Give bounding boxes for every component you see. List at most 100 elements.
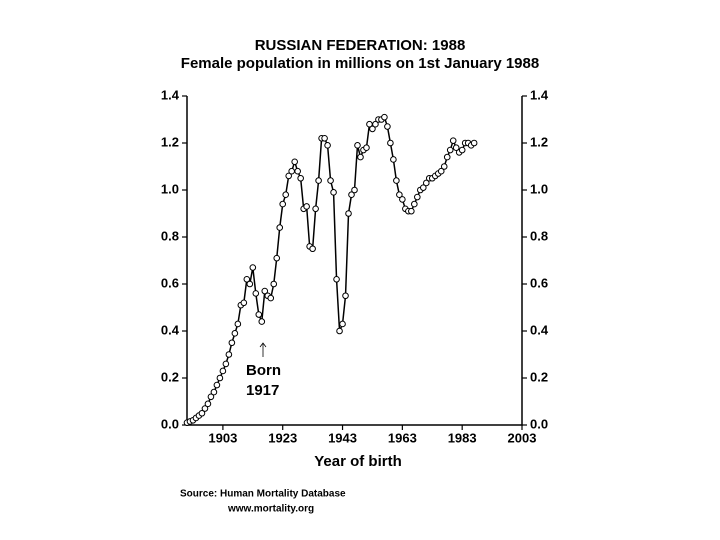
point bbox=[219, 367, 227, 375]
point bbox=[327, 177, 334, 184]
point bbox=[321, 135, 328, 142]
point bbox=[258, 318, 266, 325]
point bbox=[243, 276, 251, 283]
x-tick-label: 1983 bbox=[448, 430, 477, 445]
point bbox=[440, 163, 448, 170]
point bbox=[285, 172, 292, 180]
point bbox=[222, 360, 230, 368]
point bbox=[345, 210, 352, 217]
point bbox=[213, 381, 221, 389]
point bbox=[225, 351, 233, 358]
y-tick-label: 1.4 bbox=[161, 87, 180, 102]
point bbox=[309, 245, 316, 253]
point bbox=[267, 294, 275, 302]
point bbox=[336, 327, 343, 335]
y2-tick-label: 0.6 bbox=[530, 275, 548, 290]
point bbox=[452, 144, 460, 151]
point bbox=[363, 144, 370, 151]
y-tick-label: 0.0 bbox=[161, 416, 179, 431]
point bbox=[246, 280, 254, 288]
y-tick-label: 1.2 bbox=[161, 134, 179, 149]
point bbox=[216, 374, 224, 382]
point bbox=[387, 139, 394, 147]
point bbox=[381, 113, 388, 121]
point bbox=[207, 393, 215, 401]
point bbox=[330, 189, 337, 196]
point bbox=[470, 139, 478, 147]
point bbox=[351, 186, 358, 194]
point bbox=[312, 205, 319, 213]
point bbox=[231, 330, 239, 337]
point bbox=[369, 125, 376, 133]
point bbox=[315, 177, 322, 184]
y2-tick-label: 1.2 bbox=[530, 134, 548, 149]
x-tick-label: 2003 bbox=[508, 430, 537, 445]
point bbox=[333, 276, 340, 283]
chart-subtitle: Female population in millions on 1st Jan… bbox=[181, 55, 539, 72]
point bbox=[273, 254, 281, 262]
point bbox=[396, 191, 403, 198]
point bbox=[255, 311, 263, 318]
y-tick-label: 0.8 bbox=[161, 228, 179, 243]
point bbox=[198, 409, 206, 417]
y2-tick-label: 0.2 bbox=[530, 369, 548, 384]
point bbox=[210, 388, 218, 396]
point bbox=[372, 120, 379, 128]
x-tick-label: 1963 bbox=[388, 430, 417, 445]
point bbox=[261, 287, 269, 295]
line bbox=[186, 115, 475, 424]
x-axis-label: Year of birth bbox=[314, 453, 402, 470]
point bbox=[446, 146, 454, 154]
source: Source: Human Mortality Database bbox=[180, 489, 346, 500]
point bbox=[234, 320, 242, 328]
point bbox=[414, 193, 421, 201]
annotation-arrow-head bbox=[259, 342, 267, 348]
point bbox=[419, 184, 427, 191]
point bbox=[288, 167, 295, 175]
x-tick-label: 1923 bbox=[268, 430, 297, 445]
point bbox=[249, 264, 257, 271]
y2-tick-label: 0.0 bbox=[530, 416, 548, 431]
point bbox=[276, 224, 284, 231]
x-tick-label: 1943 bbox=[328, 430, 357, 445]
y2-tick-label: 1.0 bbox=[530, 181, 548, 196]
point bbox=[282, 191, 290, 198]
point bbox=[228, 339, 236, 347]
point bbox=[422, 179, 430, 187]
point bbox=[204, 400, 212, 408]
point bbox=[384, 123, 391, 130]
annotation: 1917 bbox=[246, 382, 279, 399]
point bbox=[399, 196, 406, 203]
point bbox=[291, 158, 298, 166]
point bbox=[437, 167, 445, 175]
point bbox=[279, 200, 287, 208]
point bbox=[443, 153, 451, 161]
point bbox=[252, 290, 260, 297]
point bbox=[449, 137, 457, 144]
y2-tick-label: 0.8 bbox=[530, 228, 548, 243]
point bbox=[240, 299, 248, 307]
y2-tick-label: 1.4 bbox=[530, 87, 549, 102]
point bbox=[303, 203, 310, 210]
y-tick-label: 0.4 bbox=[161, 322, 180, 337]
point bbox=[339, 320, 346, 328]
point bbox=[297, 174, 304, 182]
point bbox=[270, 280, 278, 288]
y-tick-label: 1.0 bbox=[161, 181, 179, 196]
axis-frame bbox=[186, 96, 523, 426]
y-tick-label: 0.2 bbox=[161, 369, 179, 384]
source: www.mortality.org bbox=[227, 504, 314, 515]
point bbox=[201, 405, 209, 412]
point bbox=[390, 156, 397, 163]
point bbox=[357, 153, 364, 161]
point bbox=[458, 146, 466, 154]
point bbox=[294, 167, 301, 175]
chart-title: RUSSIAN FEDERATION: 1988 bbox=[255, 37, 466, 54]
point bbox=[348, 191, 355, 198]
point bbox=[324, 142, 331, 149]
y-tick-label: 0.6 bbox=[161, 275, 179, 290]
point bbox=[354, 142, 361, 149]
point bbox=[393, 177, 400, 184]
